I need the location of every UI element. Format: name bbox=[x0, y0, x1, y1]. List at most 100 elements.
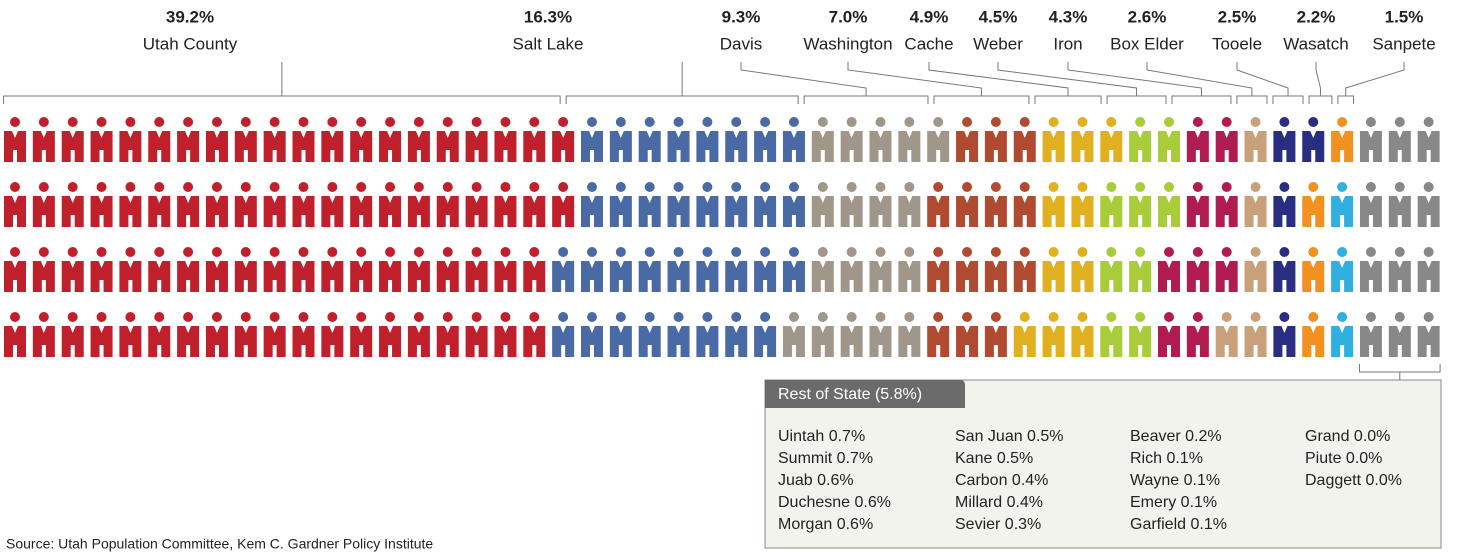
bracket bbox=[565, 95, 799, 104]
rest-bracket bbox=[1359, 364, 1441, 380]
county-label: Tooele bbox=[1212, 34, 1262, 53]
value-label: 9.3% bbox=[722, 7, 761, 26]
person-icon bbox=[379, 117, 402, 162]
value-label: 2.5% bbox=[1218, 7, 1257, 26]
person-icon bbox=[32, 117, 55, 162]
person-icon bbox=[1129, 247, 1152, 292]
rest-county: Sevier 0.3% bbox=[955, 516, 1041, 533]
person-icon bbox=[956, 182, 979, 227]
person-icon bbox=[350, 182, 373, 227]
person-icon bbox=[350, 247, 373, 292]
value-label: 4.3% bbox=[1049, 7, 1088, 26]
person-icon bbox=[1273, 312, 1296, 357]
person-icon bbox=[1013, 182, 1036, 227]
person-icon bbox=[1417, 312, 1440, 357]
rest-title: Rest of State (5.8%) bbox=[778, 386, 922, 403]
person-icon bbox=[754, 247, 777, 292]
person-icon bbox=[234, 117, 257, 162]
rest-county: Carbon 0.4% bbox=[955, 472, 1048, 489]
person-icon bbox=[523, 247, 546, 292]
county-label: Weber bbox=[973, 34, 1023, 53]
person-icon bbox=[1244, 312, 1267, 357]
person-icon bbox=[494, 312, 517, 357]
person-icon bbox=[638, 182, 661, 227]
rest-county: Daggett 0.0% bbox=[1305, 472, 1402, 489]
person-icon bbox=[638, 312, 661, 357]
person-icon bbox=[321, 312, 344, 357]
person-icon bbox=[898, 182, 921, 227]
person-icon bbox=[552, 182, 575, 227]
person-icon bbox=[1158, 182, 1180, 227]
person-icon bbox=[523, 312, 546, 357]
person-icon bbox=[234, 312, 257, 357]
person-icon bbox=[263, 182, 286, 227]
county-label: Washington bbox=[803, 34, 892, 53]
person-icon bbox=[581, 312, 603, 357]
person-icon bbox=[119, 312, 142, 357]
person-icon bbox=[984, 312, 1007, 357]
person-icon bbox=[119, 117, 142, 162]
person-icon bbox=[869, 182, 892, 227]
person-icon bbox=[61, 117, 84, 162]
person-icon bbox=[1417, 117, 1440, 162]
person-icon bbox=[321, 117, 344, 162]
person-icon bbox=[407, 182, 430, 227]
person-icon bbox=[581, 182, 603, 227]
person-icon bbox=[436, 182, 459, 227]
person-icon bbox=[725, 312, 748, 357]
person-icon bbox=[1100, 182, 1123, 227]
person-icon bbox=[1042, 247, 1065, 292]
person-icon bbox=[609, 117, 632, 162]
person-icon bbox=[379, 312, 402, 357]
bracket bbox=[1272, 95, 1304, 104]
bracket bbox=[803, 95, 929, 104]
person-icon bbox=[1331, 312, 1354, 357]
person-icon bbox=[1331, 182, 1354, 227]
person-icon bbox=[1331, 247, 1354, 292]
person-icon bbox=[725, 182, 748, 227]
person-icon bbox=[465, 247, 488, 292]
person-icon bbox=[1215, 312, 1238, 357]
person-icon bbox=[32, 312, 55, 357]
person-icon bbox=[581, 247, 603, 292]
person-icon bbox=[1273, 117, 1296, 162]
person-icon bbox=[552, 117, 575, 162]
person-icon bbox=[840, 117, 863, 162]
person-icon bbox=[984, 247, 1007, 292]
leader-line bbox=[847, 62, 982, 96]
person-icon bbox=[465, 117, 488, 162]
person-icon bbox=[1158, 117, 1180, 162]
person-icon bbox=[4, 247, 26, 292]
value-label: 4.9% bbox=[910, 7, 949, 26]
person-icon bbox=[1244, 182, 1267, 227]
rest-county: Juab 0.6% bbox=[778, 472, 854, 489]
person-icon bbox=[609, 182, 632, 227]
bracket bbox=[3, 95, 561, 104]
rest-tab bbox=[765, 380, 965, 408]
person-icon bbox=[984, 117, 1007, 162]
person-icon bbox=[552, 312, 575, 357]
person-icon bbox=[1071, 247, 1094, 292]
person-icon bbox=[90, 182, 113, 227]
person-icon bbox=[1013, 247, 1036, 292]
person-icon bbox=[4, 182, 26, 227]
person-icon bbox=[725, 247, 748, 292]
person-icon bbox=[350, 312, 373, 357]
value-label: 2.6% bbox=[1128, 7, 1167, 26]
person-icon bbox=[90, 117, 113, 162]
bracket bbox=[1308, 95, 1333, 104]
person-icon bbox=[177, 182, 200, 227]
person-icon bbox=[1359, 182, 1382, 227]
person-icon bbox=[1388, 182, 1411, 227]
person-icon bbox=[1042, 182, 1065, 227]
rest-county: Beaver 0.2% bbox=[1130, 428, 1222, 445]
person-icon bbox=[350, 117, 373, 162]
rest-county: Kane 0.5% bbox=[955, 450, 1033, 467]
person-icon bbox=[1331, 117, 1354, 162]
person-icon bbox=[811, 117, 834, 162]
person-icon bbox=[465, 312, 488, 357]
person-icon bbox=[1417, 182, 1440, 227]
person-icon bbox=[32, 247, 55, 292]
person-icon bbox=[1302, 247, 1325, 292]
